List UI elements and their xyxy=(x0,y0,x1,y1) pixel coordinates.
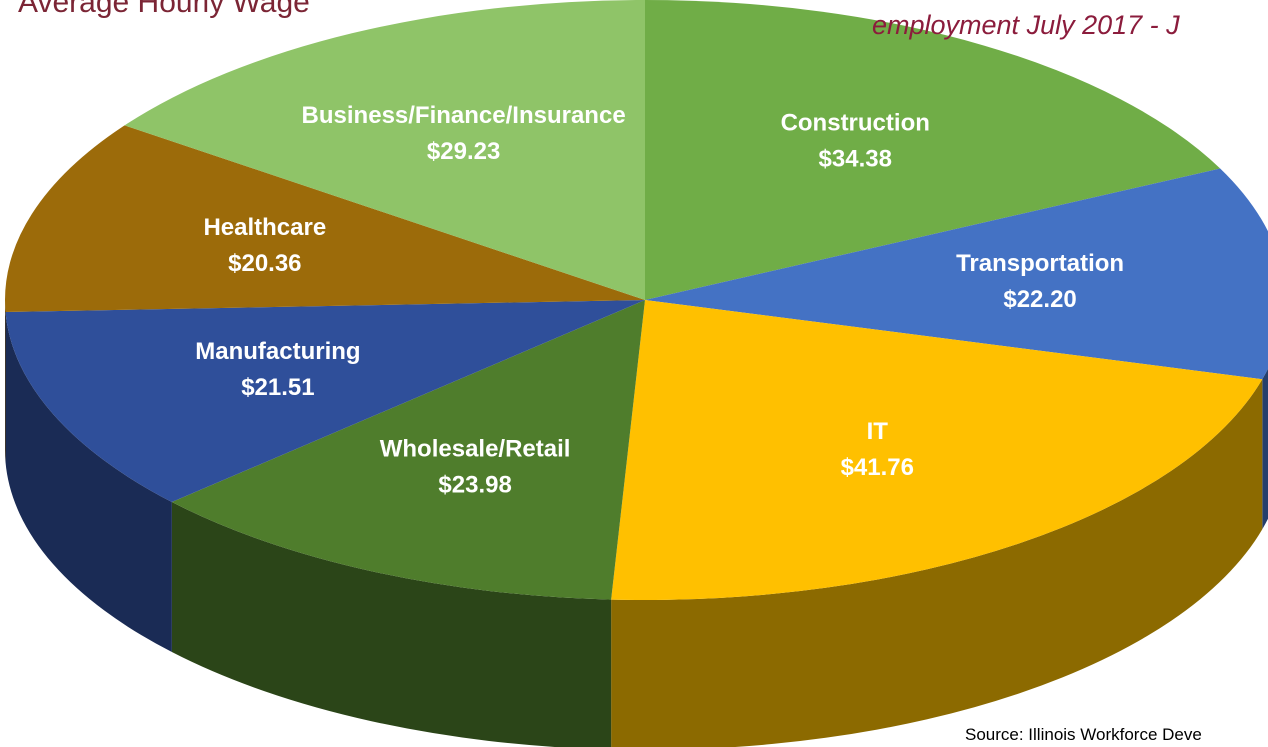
value-label: $23.98 xyxy=(438,471,511,498)
value-label: $29.23 xyxy=(427,138,500,165)
value-label: $34.38 xyxy=(819,146,892,173)
slice xyxy=(124,0,646,300)
slice xyxy=(645,0,1221,300)
slice-side xyxy=(611,379,1263,747)
slice xyxy=(4,125,645,313)
slice-label: IT xyxy=(867,418,889,445)
chart-title: Average Hourly Wage xyxy=(18,0,310,19)
slice-side xyxy=(5,312,172,653)
pie xyxy=(4,0,1268,747)
slice-side xyxy=(5,300,6,463)
slice-label: Business/Finance/Insurance xyxy=(302,102,626,129)
slice-label: Wholesale/Retail xyxy=(380,435,571,462)
source: Source: Illinois Workforce Deve xyxy=(965,725,1202,744)
value-label: $22.20 xyxy=(1003,286,1076,313)
slice-label: Transportation xyxy=(956,250,1124,277)
slice xyxy=(5,300,646,503)
slice-label: Construction xyxy=(781,110,930,137)
value-label: $21.51 xyxy=(241,374,314,401)
slice xyxy=(171,300,645,600)
value-label: $20.36 xyxy=(228,250,301,277)
value-label: $41.76 xyxy=(841,454,914,481)
slice xyxy=(611,300,1263,600)
slice-label: Manufacturing xyxy=(195,338,360,365)
slice-side xyxy=(1262,368,1268,530)
slice xyxy=(645,168,1268,380)
chart-subtitle: employment July 2017 - J xyxy=(872,10,1180,40)
slice-label: Healthcare xyxy=(203,214,326,241)
slice-side xyxy=(171,502,612,747)
